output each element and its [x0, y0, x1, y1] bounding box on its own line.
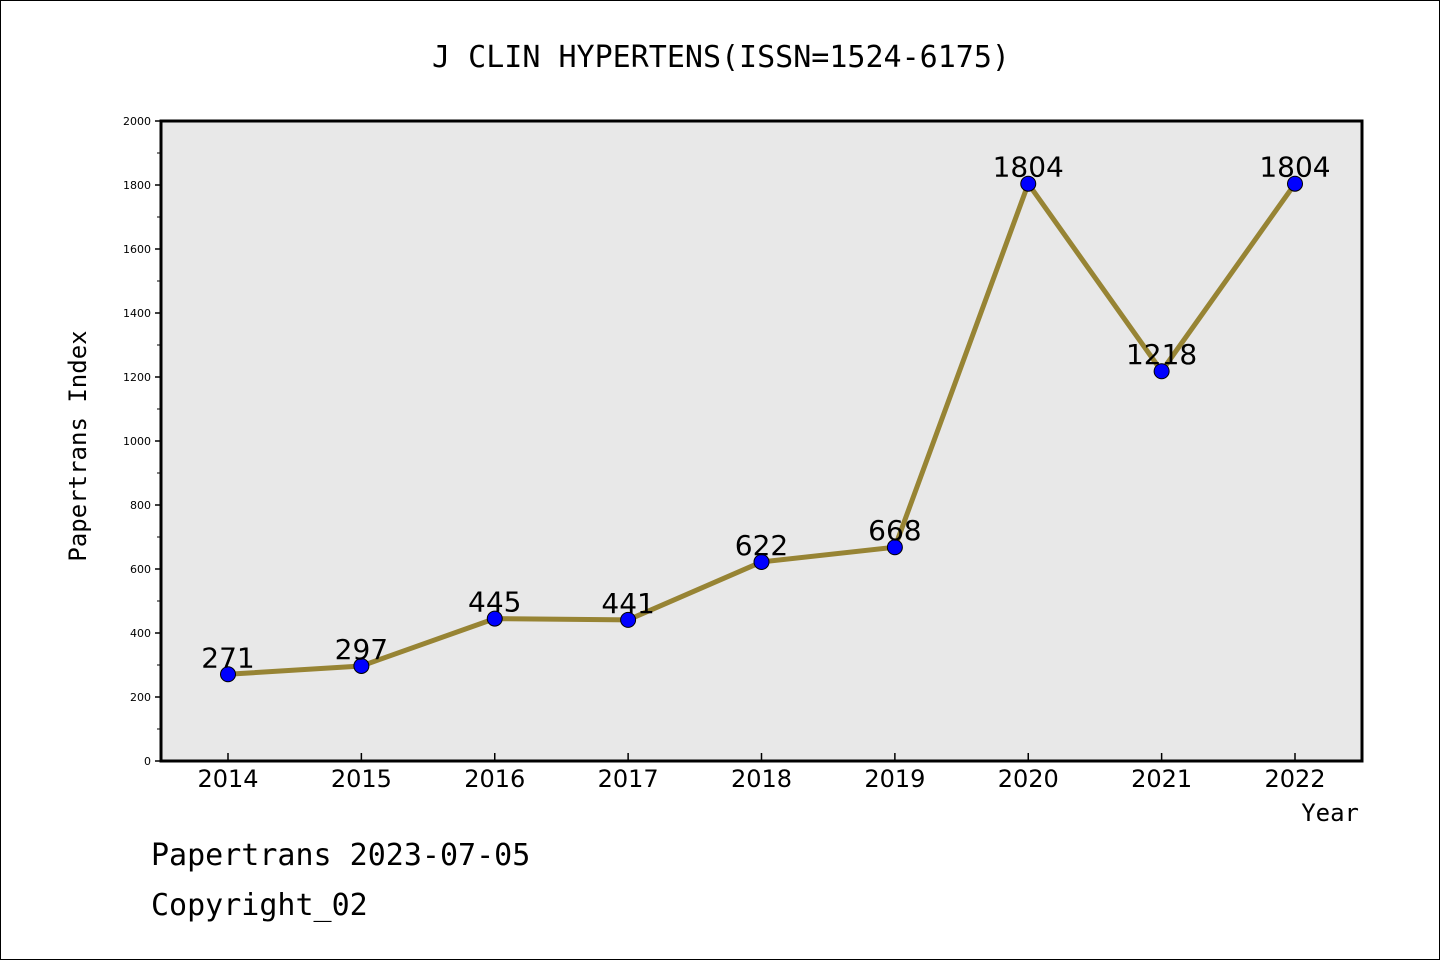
data-label: 445 — [468, 586, 521, 619]
y-tick-label: 1800 — [123, 179, 151, 192]
plot-area — [159, 119, 1364, 763]
data-label: 622 — [735, 529, 788, 562]
x-tick-label: 2017 — [598, 765, 659, 793]
data-label: 297 — [335, 633, 388, 666]
y-tick-label: 1200 — [123, 371, 151, 384]
y-tick-label: 1000 — [123, 435, 151, 448]
data-point — [753, 553, 770, 570]
x-tick-label: 2022 — [1264, 765, 1325, 793]
y-tick-label: 600 — [130, 563, 151, 576]
data-point — [886, 539, 903, 556]
data-point — [1287, 175, 1303, 192]
data-label: 1218 — [1126, 338, 1197, 371]
x-tick-label: 2021 — [1131, 765, 1192, 793]
x-axis-label: Year — [1301, 799, 1359, 827]
data-label: 441 — [601, 587, 654, 620]
y-tick-label: 1600 — [123, 243, 151, 256]
x-tick-label: 2015 — [331, 765, 392, 793]
x-tick-label: 2018 — [731, 765, 792, 793]
footer-copyright: Copyright_02 — [151, 888, 368, 923]
y-tick-label: 800 — [130, 499, 151, 512]
data-point — [220, 666, 236, 683]
series-layer: 271 297 445 441 622 668 1804 1218 1804 — [201, 151, 1331, 683]
data-point — [620, 611, 637, 628]
data-point — [1153, 363, 1170, 380]
x-tick-label: 2019 — [864, 765, 925, 793]
data-point — [1020, 175, 1037, 192]
data-point — [486, 610, 503, 627]
y-tick-label: 200 — [130, 691, 151, 704]
data-label: 271 — [201, 641, 254, 674]
chart-title: J CLIN HYPERTENS(ISSN=1524-6175) — [432, 40, 1010, 75]
data-point — [353, 657, 370, 674]
y-tick-label: 2000 — [123, 115, 151, 128]
x-tick-label: 2016 — [464, 765, 525, 793]
y-tick-label: 0 — [144, 755, 151, 768]
y-tick-label: 400 — [130, 627, 151, 640]
x-tick-label: 2014 — [197, 765, 258, 793]
footer-date-line: Papertrans 2023-07-05 — [151, 838, 530, 873]
y-axis-ticks: 0 200 400 600 800 1000 1200 1400 1600 1800 2000 — [123, 115, 161, 768]
data-label: 668 — [868, 514, 921, 547]
x-tick-label: 2020 — [998, 765, 1059, 793]
y-axis-label: Papertrans Index — [64, 330, 92, 561]
y-tick-label: 1400 — [123, 307, 151, 320]
data-label: 1804 — [993, 151, 1064, 184]
x-axis-ticks: 2014 2015 2016 2017 2018 2019 2020 2021 2022 — [197, 753, 1326, 793]
data-label: 1804 — [1259, 151, 1330, 184]
